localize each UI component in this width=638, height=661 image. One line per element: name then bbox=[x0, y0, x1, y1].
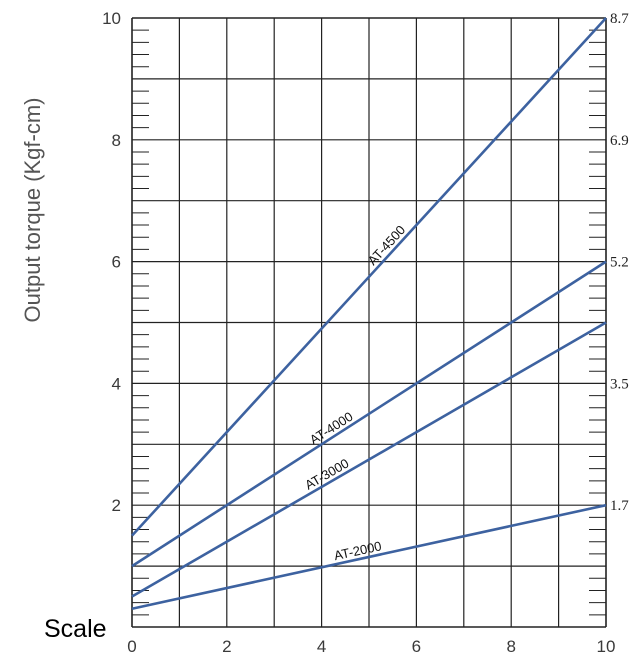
y-axis-title: Output torque (Kgf-cm) bbox=[20, 98, 45, 323]
right-axis-tick-label: 8.7 bbox=[610, 11, 629, 27]
x-tick-label: 2 bbox=[222, 637, 231, 656]
x-tick-label: 4 bbox=[317, 637, 326, 656]
y-tick-label: 10 bbox=[102, 9, 121, 28]
series-line-at-3000 bbox=[131, 321, 607, 598]
x-axis-title: Scale bbox=[44, 615, 107, 643]
grid bbox=[131, 17, 607, 628]
minor-ticks bbox=[132, 29, 606, 616]
series-line-at-4000 bbox=[131, 260, 607, 568]
right-axis-tick-label: 5.2 bbox=[610, 255, 629, 271]
series-line-at-2000 bbox=[131, 503, 607, 611]
x-tick-label: 10 bbox=[597, 637, 616, 656]
series-line-at-4500 bbox=[131, 17, 607, 537]
right-axis-tick-label: 1.7 bbox=[610, 498, 629, 514]
right-axis-tick-label: 6.9 bbox=[610, 133, 629, 149]
right-axis-tick-label: 3.5 bbox=[610, 376, 629, 392]
y-tick-label: 8 bbox=[112, 131, 121, 150]
y-tick-label: 6 bbox=[112, 253, 121, 272]
x-tick-label: 0 bbox=[127, 637, 136, 656]
axes: 0 2 4 6 8 10 2 4 6 8 10 1.7 3.5 5.2 6.9 8.7 bbox=[102, 9, 629, 656]
x-tick-label: 6 bbox=[412, 637, 421, 656]
y-tick-label: 4 bbox=[112, 374, 121, 393]
y-tick-label: 2 bbox=[112, 496, 121, 515]
series-lines bbox=[131, 17, 607, 611]
x-tick-label: 8 bbox=[506, 637, 515, 656]
